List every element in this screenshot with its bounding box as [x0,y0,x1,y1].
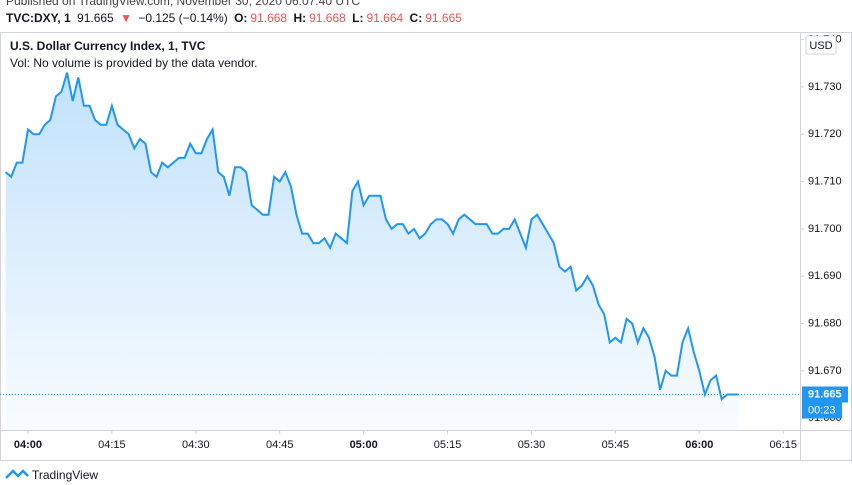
x-tick-label: 04:30 [182,439,210,451]
last-price-box [802,386,848,403]
low: 91.664 [366,11,404,25]
countdown: 00:23 [808,404,836,416]
change: −0.125 (−0.14%) [138,11,228,25]
currency: USD [809,40,832,52]
y-tick-label: 91.700 [808,223,842,235]
close-label: C: [409,11,423,25]
price: 91.665 [77,11,114,25]
y-tick-label: 91.680 [808,317,842,329]
x-tick-label: 04:45 [266,439,294,451]
published: Published on TradingView.com, November 3… [6,0,360,8]
high-label: H: [293,11,307,25]
x-tick-label: 05:00 [350,439,378,451]
symbol-bar: TVC:DXY, 1 91.665 ▼ −0.125 (−0.14%) O: 91… [6,11,465,25]
countdown-box [802,402,842,419]
x-tick-label: 04:15 [98,439,126,451]
x-tick-label: 05:30 [518,439,546,451]
y-tick-label: 91.670 [808,365,842,377]
open: 91.668 [250,11,288,25]
subtitle: Vol: No volume is provided by the data v… [10,56,257,70]
open-label: O: [234,11,248,25]
low-label: L: [352,11,364,25]
y-tick-label: 91.690 [808,270,842,282]
y-tick-label: 91.730 [808,81,842,93]
price-line [4,72,739,402]
y-tick-label: 91.720 [808,128,842,140]
symbol: TVC:DXY, 1 [6,11,71,25]
close: 91.665 [425,11,462,25]
x-tick-label: 06:00 [685,439,713,451]
currency-box[interactable] [805,35,837,55]
x-tick-label: 04:00 [14,439,42,451]
x-tick-label: 05:15 [434,439,462,451]
area [5,72,739,430]
last-price-label: 91.665 [808,388,842,400]
chart-title: U.S. Dollar Currency Index, 1, TVC [10,39,206,53]
logo [5,469,29,479]
high: 91.668 [309,11,346,25]
x-tick-label: 05:45 [602,439,630,451]
arrow: ▼ [120,11,132,25]
x-tick-label: 06:15 [769,439,797,451]
brand: TradingView [32,468,98,482]
y-tick-label: 91.710 [808,175,842,187]
